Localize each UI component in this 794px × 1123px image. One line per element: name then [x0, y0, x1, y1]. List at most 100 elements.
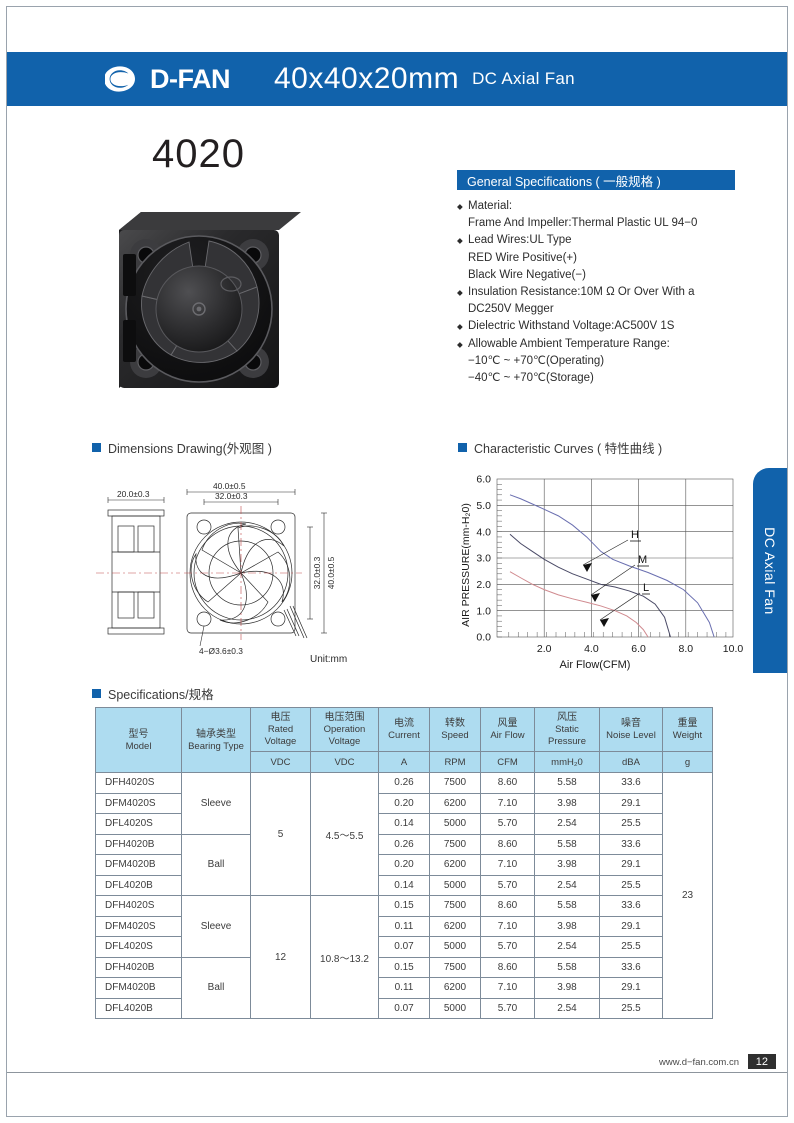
bullet-square-icon: [458, 443, 467, 452]
cell-air-flow: 7.10: [480, 977, 535, 999]
cell-air-flow: 7.10: [480, 854, 535, 876]
column-header-en: Operation Voltage: [323, 724, 366, 747]
cell-model: DFH4020S: [95, 772, 182, 794]
logo-text: D-FAN: [150, 63, 231, 94]
column-header-en: Noise Level: [606, 730, 656, 741]
cell-speed: 6200: [429, 854, 481, 876]
cell-bearing-type: Sleeve: [181, 772, 251, 835]
cell-bearing-type: Ball: [181, 833, 251, 896]
y-tick-label: 2.0: [476, 579, 491, 591]
table-header: 型号 Model 轴承类型 Bearing Type 电压 Rated Voltage 电压…: [95, 707, 713, 773]
cell-noise-level: 29.1: [599, 977, 663, 999]
y-tick-label: 5.0: [476, 500, 491, 512]
cell-static-pressure: 2.54: [534, 936, 600, 958]
cell-operation-voltage: 4.5～5.5: [310, 772, 379, 896]
x-axis-label: Air Flow(CFM): [560, 659, 631, 671]
general-specifications-heading: General Specifications ( 一般规格 ): [457, 170, 735, 190]
section-heading-specifications: Specifications/规格: [92, 684, 214, 703]
cell-noise-level: 33.6: [599, 895, 663, 917]
column-header-en: Bearing Type: [188, 740, 244, 752]
cell-current: 0.11: [378, 977, 430, 999]
footer-page-number: 12: [747, 1054, 776, 1069]
table-row: DFH4020S Sleeve 5 4.5～5.5 0.26 7500 8.60 5.58 33…: [95, 772, 713, 1019]
column-header-noise-level: 噪音 Noise Level: [599, 707, 663, 752]
spec-bullet-item: Allowable Ambient Temperature Range:: [457, 336, 757, 353]
dimension-label: 4−Ø3.6±0.3: [199, 646, 243, 656]
column-header-cn: 重量: [677, 718, 698, 729]
column-header-cn: 电流: [394, 718, 414, 729]
cell-model: DFL4020S: [95, 936, 182, 958]
cell-bearing-type: Sleeve: [181, 895, 251, 958]
spec-bullet-item: Dielectric Withstand Voltage:AC500V 1S: [457, 318, 757, 335]
column-unit-static-pressure: mmH₂0: [534, 751, 600, 773]
cell-current: 0.26: [378, 772, 430, 794]
cell-model: DFM4020B: [95, 854, 182, 876]
cell-model: DFM4020S: [95, 792, 182, 814]
table-row: DFM4020B 0.20 6200 7.10 3.98 29.1: [95, 854, 713, 876]
cell-current: 0.07: [378, 997, 430, 1019]
cell-speed: 5000: [429, 874, 481, 896]
y-tick-label: 6.0: [476, 474, 491, 486]
cell-air-flow: 8.60: [480, 833, 535, 855]
dimension-label: 32.0±0.3: [312, 556, 322, 589]
column-header-cn: 噪音: [621, 718, 641, 729]
cell-current: 0.20: [378, 854, 430, 876]
dimension-label: 40.0±0.5: [326, 556, 336, 589]
cell-current: 0.07: [378, 936, 430, 958]
specifications-table: 型号 Model 轴承类型 Bearing Type 电压 Rated Voltage 电压…: [95, 707, 713, 1019]
cell-static-pressure: 2.54: [534, 997, 600, 1019]
product-title: 4020: [152, 132, 245, 176]
column-header-operation-voltage: 电压范围 Operation Voltage: [310, 707, 379, 752]
cell-model: DFH4020B: [95, 956, 182, 978]
cell-weight: 23: [662, 772, 713, 1019]
cell-static-pressure: 5.58: [534, 895, 600, 917]
column-header-rated-voltage: 电压 Rated Voltage: [250, 707, 311, 752]
page-border: [6, 6, 788, 1117]
column-header-cn: 轴承类型: [196, 728, 236, 740]
table-row: DFL4020B 0.14 5000 5.70 2.54 25.5: [95, 874, 713, 896]
section-heading-dimensions-label: Dimensions Drawing(外观图 ): [108, 442, 272, 456]
column-header-en: Current: [388, 730, 420, 741]
cell-rated-voltage: 12: [250, 895, 311, 1019]
cell-static-pressure: 3.98: [534, 854, 600, 876]
cell-static-pressure: 2.54: [534, 874, 600, 896]
spec-sub-item: RED Wire Positive(+): [468, 251, 577, 264]
curve-annotation-m: M: [638, 554, 647, 566]
general-specifications-list: Material: Frame And Impeller:Thermal Plas…: [457, 198, 757, 387]
table-body: DFH4020S Sleeve 5 4.5～5.5 0.26 7500 8.60 5.58 33…: [95, 772, 713, 1019]
column-header-current: 电流 Current: [378, 707, 430, 752]
spec-bullet-item: Insulation Resistance:10M Ω Or Over With…: [457, 284, 757, 301]
table-row: DFM4020B 0.11 6200 7.10 3.98 29.1: [95, 977, 713, 999]
column-header-cn: 型号: [128, 728, 149, 740]
cell-speed: 5000: [429, 936, 481, 958]
spec-sub-item: Black Wire Negative(−): [468, 268, 586, 281]
cell-current: 0.14: [378, 874, 430, 896]
x-tick-label: 10.0: [723, 643, 744, 655]
column-header-en: Air Flow: [490, 730, 525, 741]
brand-logo: D-FAN: [105, 63, 231, 95]
cell-current: 0.26: [378, 833, 430, 855]
table-row: DFM4020S 0.20 6200 7.10 3.98 29.1: [95, 792, 713, 814]
cell-speed: 7500: [429, 772, 481, 794]
x-tick-label: 6.0: [631, 643, 646, 655]
cell-air-flow: 7.10: [480, 915, 535, 937]
footer-divider: [7, 1072, 787, 1073]
ellipse-logo-icon: [105, 64, 149, 94]
cell-speed: 6200: [429, 977, 481, 999]
column-header-static-pressure: 风压 Static Pressure: [534, 707, 600, 752]
column-header-bearing-type: 轴承类型 Bearing Type: [181, 707, 251, 773]
cell-static-pressure: 3.98: [534, 792, 600, 814]
bullet-square-icon: [92, 443, 101, 452]
side-tab-label: DC Axial Fan: [762, 526, 778, 615]
dimensions-drawing: 20.0±0.3 40.0±0.5 32.0±0.3 32.0±0.3 40.0…: [88, 470, 388, 675]
cell-model: DFL4020B: [95, 874, 182, 896]
x-tick-label: 4.0: [584, 643, 599, 655]
cell-noise-level: 25.5: [599, 813, 663, 835]
cell-static-pressure: 3.98: [534, 977, 600, 999]
cell-model: DFM4020S: [95, 915, 182, 937]
cell-noise-level: 29.1: [599, 854, 663, 876]
cell-speed: 7500: [429, 895, 481, 917]
cell-noise-level: 33.6: [599, 772, 663, 794]
column-header-cn: 电压: [270, 712, 291, 723]
cell-noise-level: 29.1: [599, 792, 663, 814]
